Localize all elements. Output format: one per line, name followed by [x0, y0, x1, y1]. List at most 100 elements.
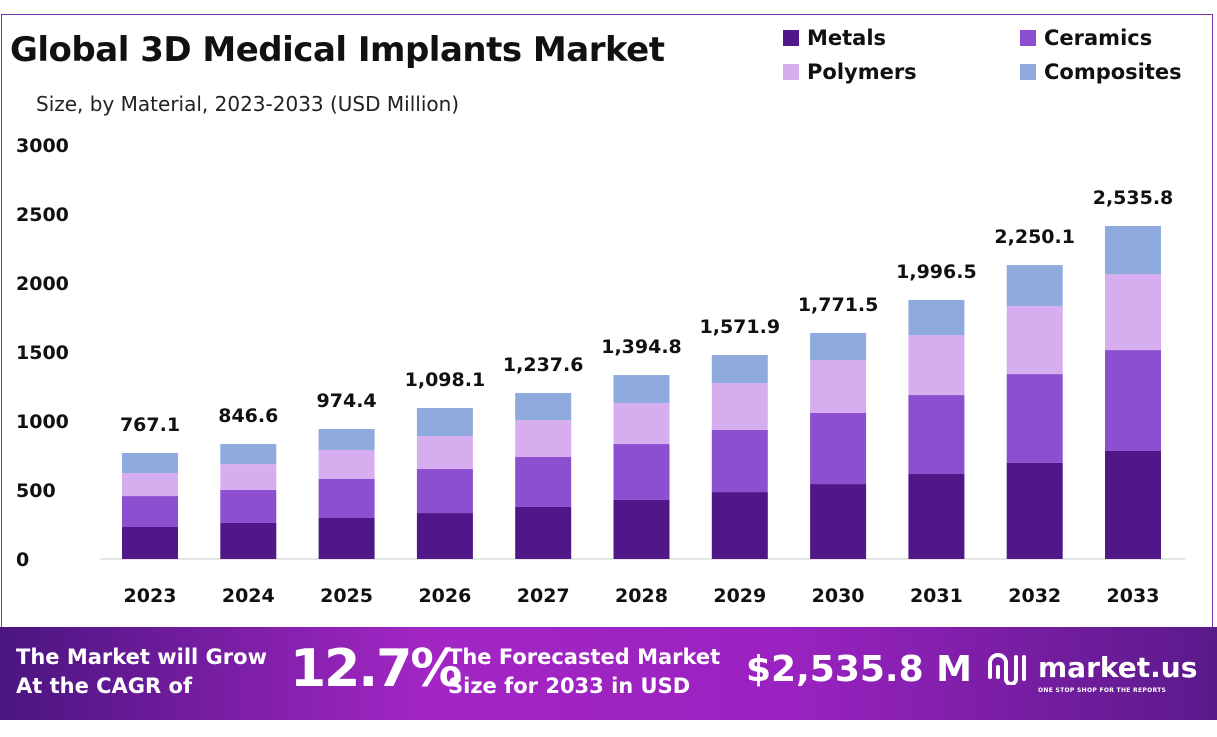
total-label: 974.4	[317, 390, 377, 412]
legend-swatch	[1020, 64, 1036, 80]
y-tick-label: 2500	[16, 204, 69, 226]
x-tick-label: 2025	[320, 585, 373, 607]
legend-metals: Metals	[783, 26, 886, 50]
cagr-label-line: At the CAGR of	[16, 674, 193, 698]
bar-segment-composites	[1006, 265, 1063, 307]
bar-segment-polymers	[613, 403, 670, 445]
bar-segment-composites	[416, 408, 473, 437]
bar-segment-polymers	[515, 420, 572, 458]
bar-segment-composites	[318, 429, 375, 450]
total-label: 2,250.1	[994, 226, 1075, 248]
x-tick-label: 2023	[124, 585, 177, 607]
chart-frame	[1, 14, 1213, 720]
forecast-value: $2,535.8 M	[746, 649, 973, 690]
legend-label: Composites	[1044, 60, 1182, 84]
bar-segment-composites	[220, 444, 277, 465]
bar-segment-composites	[515, 392, 572, 421]
total-label: 1,394.8	[601, 336, 682, 358]
bar-chart: 0 500 1000 1500 2000 2500 3000 767.1 2023 846.6 20…	[16, 135, 1185, 607]
bar-segment-ceramics	[908, 395, 965, 474]
x-tick-label: 2033	[1107, 585, 1160, 607]
summary-banner: The Market will Grow At the CAGR of 12.7%…	[0, 627, 1217, 720]
bar-segment-ceramics	[1006, 374, 1063, 463]
bar-segment-metals	[908, 473, 965, 559]
legend-label: Metals	[807, 26, 887, 50]
bar-segment-metals	[1006, 462, 1063, 559]
y-tick-label: 2000	[16, 273, 69, 295]
forecast-label-line: Size for 2033 in USD	[448, 674, 691, 698]
bar-segment-ceramics	[515, 457, 572, 507]
x-tick-label: 2028	[615, 585, 668, 607]
bar-segment-polymers	[1105, 274, 1161, 351]
bar-segment-metals	[810, 484, 867, 559]
bar-segment-ceramics	[1105, 350, 1161, 451]
legend-ceramics: Ceramics	[1020, 26, 1152, 50]
legend-label: Ceramics	[1044, 26, 1153, 50]
x-tick-label: 2031	[910, 585, 963, 607]
legend-polymers: Polymers	[783, 60, 917, 84]
bar-segment-polymers	[416, 436, 473, 470]
bar-segment-composites	[122, 453, 178, 474]
bar-segment-ceramics	[416, 469, 473, 514]
x-tick-label: 2026	[418, 585, 471, 607]
chart-subtitle: Size, by Material, 2023-2033 (USD Millio…	[36, 92, 460, 116]
cagr-value: 12.7%	[290, 639, 462, 699]
bar-segment-polymers	[122, 473, 178, 497]
bar-segment-polymers	[1006, 306, 1063, 375]
bar-segment-polymers	[220, 464, 277, 490]
y-tick-label: 3000	[16, 135, 69, 157]
brand-logo: market.us ONE STOP SHOP FOR THE REPORTS	[986, 649, 1198, 694]
cagr-label: The Market will Grow At the CAGR of	[16, 643, 267, 701]
y-tick-label: 1000	[16, 411, 69, 433]
market-us-logo-icon	[988, 653, 1026, 685]
bar-segment-metals	[220, 522, 277, 559]
total-label: 2,535.8	[1093, 187, 1174, 209]
bar-segment-ceramics	[122, 496, 178, 527]
legend-swatch	[783, 64, 799, 80]
legend-swatch	[783, 30, 799, 46]
bar-segment-polymers	[711, 383, 768, 430]
bar-segment-ceramics	[810, 412, 867, 485]
bar-segment-polymers	[318, 449, 375, 479]
total-label: 1,098.1	[405, 369, 486, 391]
legend-swatch	[1020, 30, 1036, 46]
forecast-label-line: The Forecasted Market	[448, 645, 721, 669]
forecast-label: The Forecasted Market Size for 2033 in US…	[448, 643, 720, 701]
cagr-label-line: The Market will Grow	[16, 645, 267, 669]
x-tick-label: 2032	[1008, 585, 1061, 607]
total-label: 846.6	[218, 405, 278, 427]
bar-segment-composites	[613, 375, 670, 404]
total-label: 1,996.5	[896, 261, 977, 283]
bar-segment-composites	[1105, 226, 1161, 275]
y-tick-label: 500	[16, 480, 56, 502]
legend-composites: Composites	[1020, 60, 1182, 84]
bar-segment-metals	[711, 492, 768, 559]
bar-segment-ceramics	[220, 490, 277, 523]
bar-segment-polymers	[810, 360, 867, 413]
brand-name: market.us	[1038, 650, 1198, 684]
bar-segment-composites	[810, 332, 867, 361]
bar-segment-ceramics	[711, 429, 768, 493]
bar-segment-polymers	[908, 335, 965, 396]
total-label: 1,771.5	[798, 294, 879, 316]
x-tick-label: 2030	[812, 585, 865, 607]
bar-segment-metals	[1105, 450, 1161, 559]
y-tick-label: 0	[16, 549, 29, 571]
bar-segment-ceramics	[613, 444, 670, 500]
bar-segment-composites	[908, 299, 965, 336]
bar-segment-metals	[318, 518, 375, 559]
bar-segment-ceramics	[318, 478, 375, 519]
bar-segment-metals	[122, 526, 178, 559]
bar-segment-composites	[711, 355, 768, 384]
y-tick-label: 1500	[16, 342, 69, 364]
bar-segment-metals	[613, 499, 670, 559]
legend-label: Polymers	[807, 60, 917, 84]
brand-tagline: ONE STOP SHOP FOR THE REPORTS	[1038, 687, 1167, 694]
bar-segment-metals	[416, 513, 473, 559]
total-label: 1,571.9	[700, 316, 781, 338]
chart-title: Global 3D Medical Implants Market	[10, 30, 665, 70]
total-label: 767.1	[120, 414, 180, 436]
bar-segment-metals	[515, 506, 572, 559]
x-tick-label: 2024	[222, 585, 275, 607]
x-tick-label: 2027	[517, 585, 570, 607]
